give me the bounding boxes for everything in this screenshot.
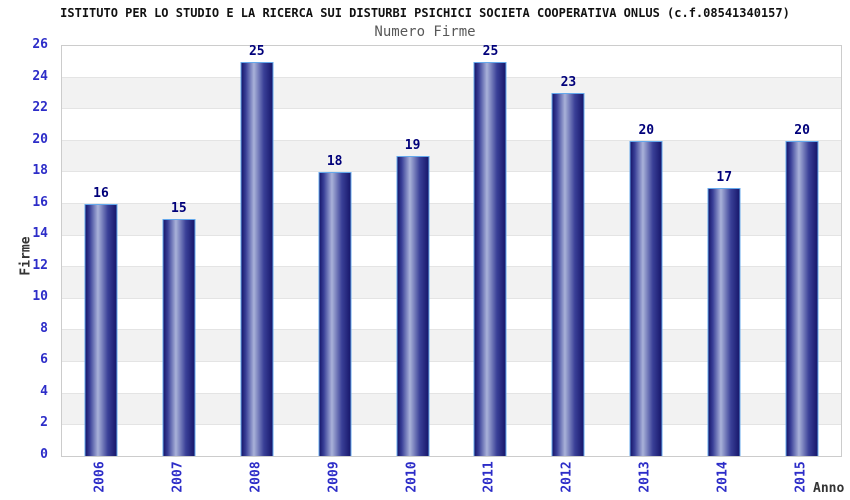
x-axis-title: Anno <box>813 481 845 496</box>
y-tick-label: 26 <box>32 37 48 52</box>
bar <box>240 61 274 456</box>
y-tick-label: 8 <box>40 320 48 336</box>
bar-slot: 20 <box>607 46 685 456</box>
bar-value-label: 23 <box>560 75 577 91</box>
y-tick-label: 18 <box>32 163 48 179</box>
chart-title: ISTITUTO PER LO STUDIO E LA RICERCA SUI … <box>60 6 790 20</box>
bar-value-label: 25 <box>248 43 265 59</box>
bar <box>785 140 819 456</box>
x-tick-slot: 2012 <box>528 457 606 500</box>
bar-value-label: 20 <box>794 122 810 138</box>
bar <box>162 219 196 456</box>
grid-band <box>62 139 841 172</box>
bar-slot: 20 <box>763 46 841 456</box>
x-tick-label: 2013 <box>637 461 653 493</box>
y-tick-label: 16 <box>32 194 48 210</box>
y-tick-label: 14 <box>32 226 48 242</box>
plot-area: 16 15 25 18 19 25 23 20 17 20 <box>61 43 842 457</box>
bar <box>396 156 430 456</box>
y-tick-label: 12 <box>32 257 48 273</box>
x-tick-slot: 2013 <box>606 457 684 500</box>
x-tick-slot: 2011 <box>451 457 529 500</box>
x-tick-slot: 2008 <box>217 457 295 500</box>
bar-value-label: 15 <box>171 201 187 217</box>
bar-slot: 18 <box>296 46 374 456</box>
chart-subtitle: Numero Firme <box>374 24 476 40</box>
bar-value-label: 25 <box>482 43 499 59</box>
bar <box>551 93 585 456</box>
x-tick-label: 2009 <box>326 461 342 493</box>
x-tick-slot: 2007 <box>139 457 217 500</box>
x-tick-slot: 2006 <box>61 457 139 500</box>
bar <box>473 61 507 456</box>
bar <box>629 140 663 456</box>
y-tick-label: 10 <box>32 289 48 305</box>
y-tick-label: 2 <box>40 415 48 431</box>
bar-value-label: 17 <box>716 169 733 185</box>
x-tick-label: 2006 <box>92 461 108 493</box>
y-tick-label: 6 <box>40 352 48 368</box>
x-tick-slot: 2014 <box>684 457 762 500</box>
x-tick-label: 2015 <box>793 461 809 493</box>
x-tick-slot: 2009 <box>295 457 373 500</box>
bar-value-label: 18 <box>326 154 343 170</box>
bar-slot: 19 <box>374 46 452 456</box>
bar-slot: 25 <box>218 43 296 456</box>
bar-slot: 15 <box>140 46 218 456</box>
bar-slot: 23 <box>529 46 607 456</box>
x-tick-label: 2010 <box>404 461 420 493</box>
bar-value-label: 16 <box>93 185 109 201</box>
x-tick-label: 2011 <box>481 461 497 493</box>
y-tick-label: 0 <box>40 447 48 462</box>
bar <box>707 187 741 456</box>
x-tick-slot: 2010 <box>373 457 451 500</box>
x-tick-label: 2012 <box>559 461 575 493</box>
grid-band <box>62 76 841 109</box>
y-tick-label: 22 <box>32 100 48 116</box>
x-tick-label: 2014 <box>715 461 731 493</box>
grid-band <box>62 108 841 140</box>
bar-slot: 16 <box>62 46 140 456</box>
bars: 16 15 25 18 19 25 23 20 17 20 <box>62 43 841 456</box>
x-tick-label: 2008 <box>248 461 264 493</box>
y-tick-label: 4 <box>40 383 48 399</box>
y-axis-ticks: 0 2 4 6 8 10 12 14 16 18 20 22 24 26 <box>0 37 48 462</box>
bar-slot: 17 <box>685 46 763 456</box>
x-tick-label: 2007 <box>170 461 186 493</box>
bar <box>318 172 352 456</box>
y-tick-label: 24 <box>32 68 48 84</box>
grid-band <box>62 46 841 77</box>
y-tick-label: 20 <box>32 131 48 147</box>
bar-value-label: 20 <box>638 122 655 138</box>
x-axis-ticks: 2006 2007 2008 2009 2010 2011 2012 2013 2014 2015 <box>61 457 840 500</box>
bar <box>84 203 118 456</box>
bar-slot: 25 <box>452 43 530 456</box>
bar-value-label: 19 <box>404 138 421 154</box>
